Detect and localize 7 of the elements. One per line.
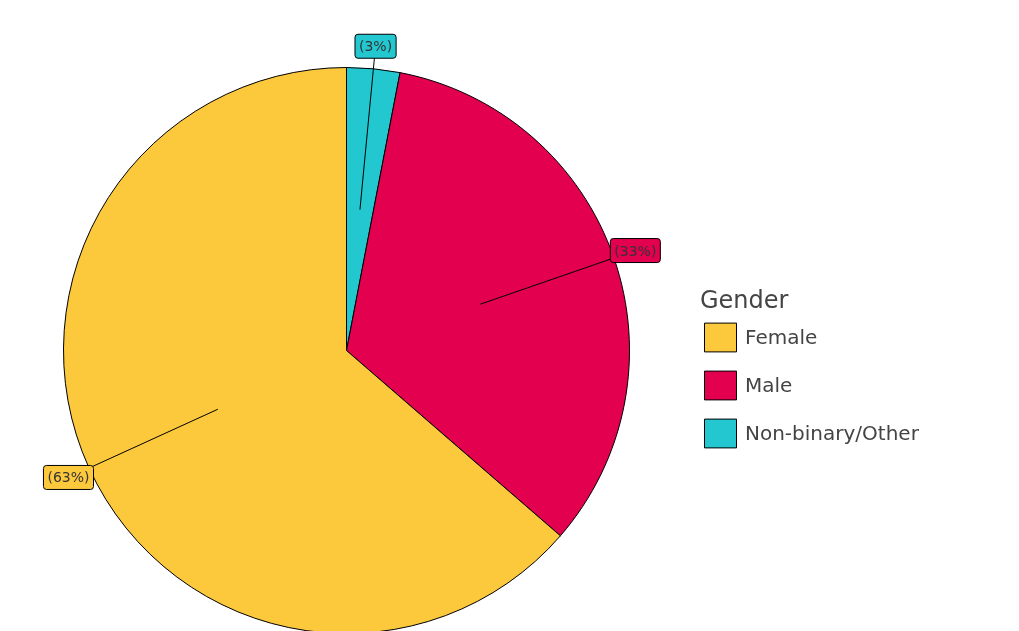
legend-label: Female <box>745 325 818 349</box>
data-label: (3%) <box>358 38 393 55</box>
legend-label: Male <box>745 373 793 397</box>
data-label: (33%) <box>614 242 657 259</box>
legend-title: Gender <box>700 286 790 314</box>
data-label: (63%) <box>47 469 90 486</box>
legend-label: Non-binary/Other <box>745 421 919 445</box>
